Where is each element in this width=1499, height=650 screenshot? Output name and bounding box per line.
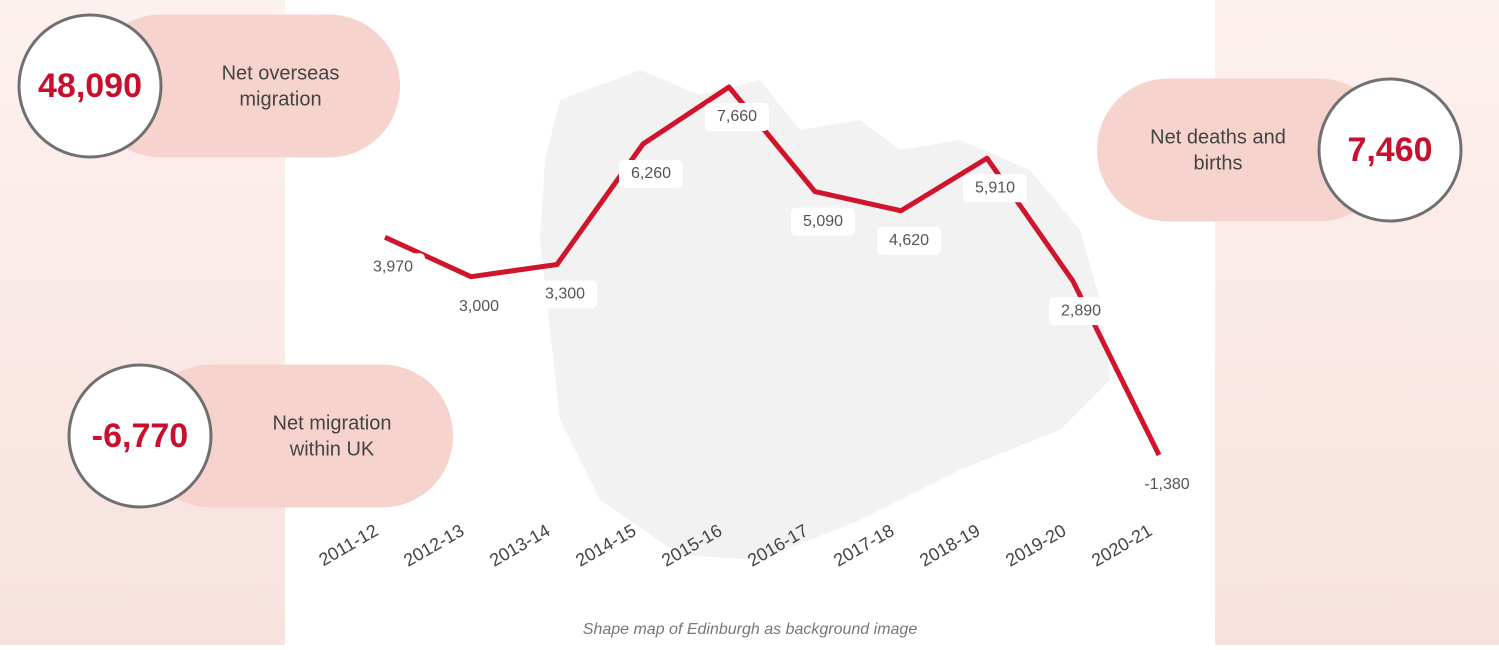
data-label: 3,970 [373, 258, 413, 275]
callout-pill [90, 14, 400, 158]
callout-text: Net deaths and [1150, 126, 1286, 148]
data-label-box [1049, 297, 1113, 326]
callout-pill [1097, 78, 1390, 222]
callout-text: Net overseas [222, 62, 340, 84]
data-label-box [705, 103, 769, 131]
data-label: 2,890 [1061, 302, 1101, 319]
callout-pill [140, 364, 453, 508]
data-label: 4,620 [889, 232, 929, 249]
callout-circle [17, 13, 163, 159]
data-label: 3,000 [459, 298, 499, 315]
data-label: 3,300 [545, 286, 585, 303]
callout-text: within UK [289, 438, 375, 460]
callout-circle [1317, 77, 1463, 223]
data-label: 5,090 [803, 213, 843, 230]
data-label: 5,910 [975, 179, 1015, 196]
callout-text: births [1194, 152, 1243, 174]
callout-value: 48,090 [38, 67, 142, 105]
callout-value: -6,770 [92, 417, 188, 455]
data-label-box [877, 226, 941, 255]
data-label-box [791, 207, 855, 236]
data-label-box [1135, 471, 1199, 499]
data-label: 7,660 [717, 108, 757, 125]
data-label-box [619, 159, 683, 188]
callout-circle [67, 363, 213, 509]
caption: Shape map of Edinburgh as background ima… [583, 621, 918, 638]
callout-text: migration [239, 88, 321, 110]
data-label-box [447, 292, 511, 321]
data-label: 6,260 [631, 165, 671, 182]
callouts: 48,090 Net overseas migration -6,770 Net mig… [17, 13, 1463, 509]
data-label-box [361, 253, 425, 282]
callout-value: 7,460 [1347, 131, 1432, 169]
callout-text: Net migration [273, 412, 392, 434]
line [383, 84, 1162, 457]
data-label-box [533, 280, 597, 309]
data-label-box [963, 174, 1027, 203]
data-label: -1,380 [1144, 476, 1189, 493]
